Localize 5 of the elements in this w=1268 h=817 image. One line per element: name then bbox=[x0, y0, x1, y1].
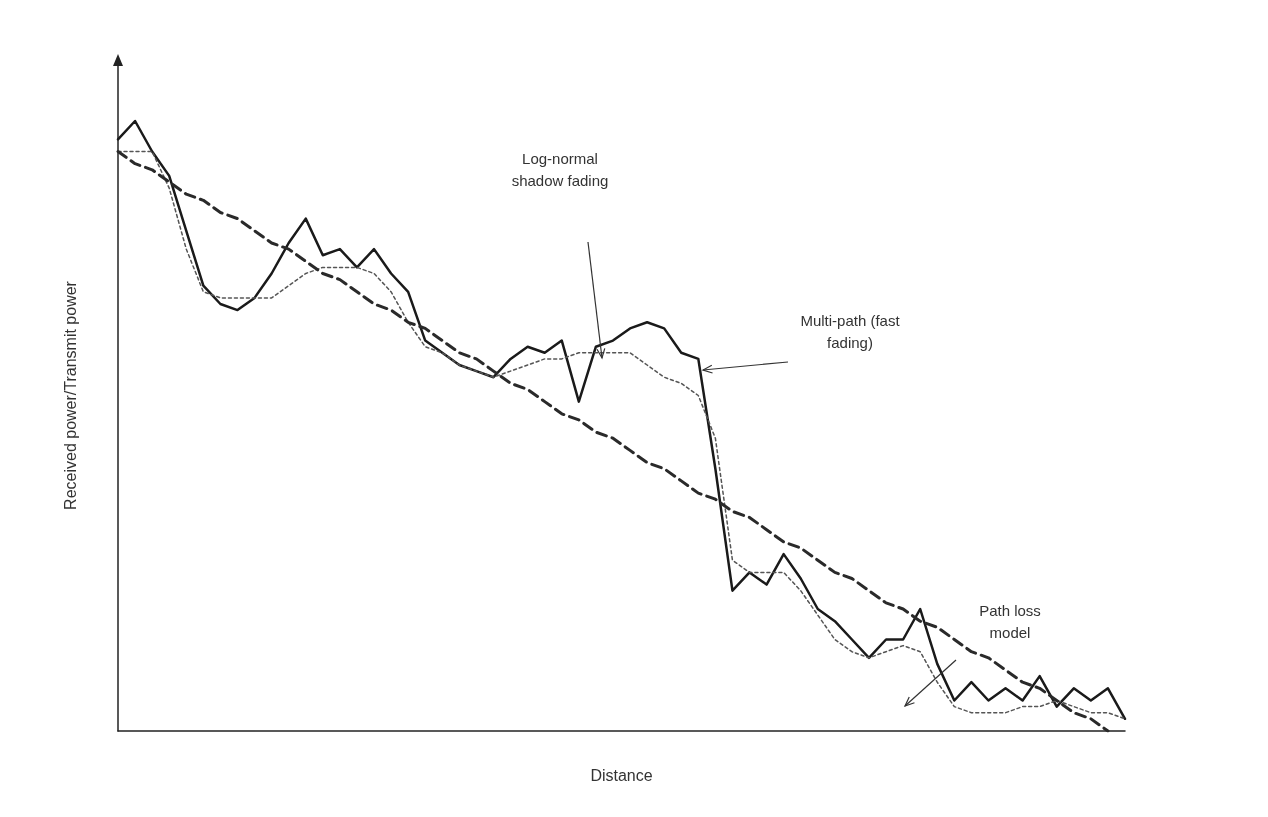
annotation: Multi-path (fast fading) bbox=[799, 311, 901, 353]
y-axis-title: Received power/Transmit power bbox=[61, 280, 79, 510]
annotation: Log-normal shadow fading bbox=[510, 149, 610, 191]
annotation: Path loss model bbox=[978, 601, 1042, 643]
x-axis-title: Distance bbox=[590, 766, 653, 784]
